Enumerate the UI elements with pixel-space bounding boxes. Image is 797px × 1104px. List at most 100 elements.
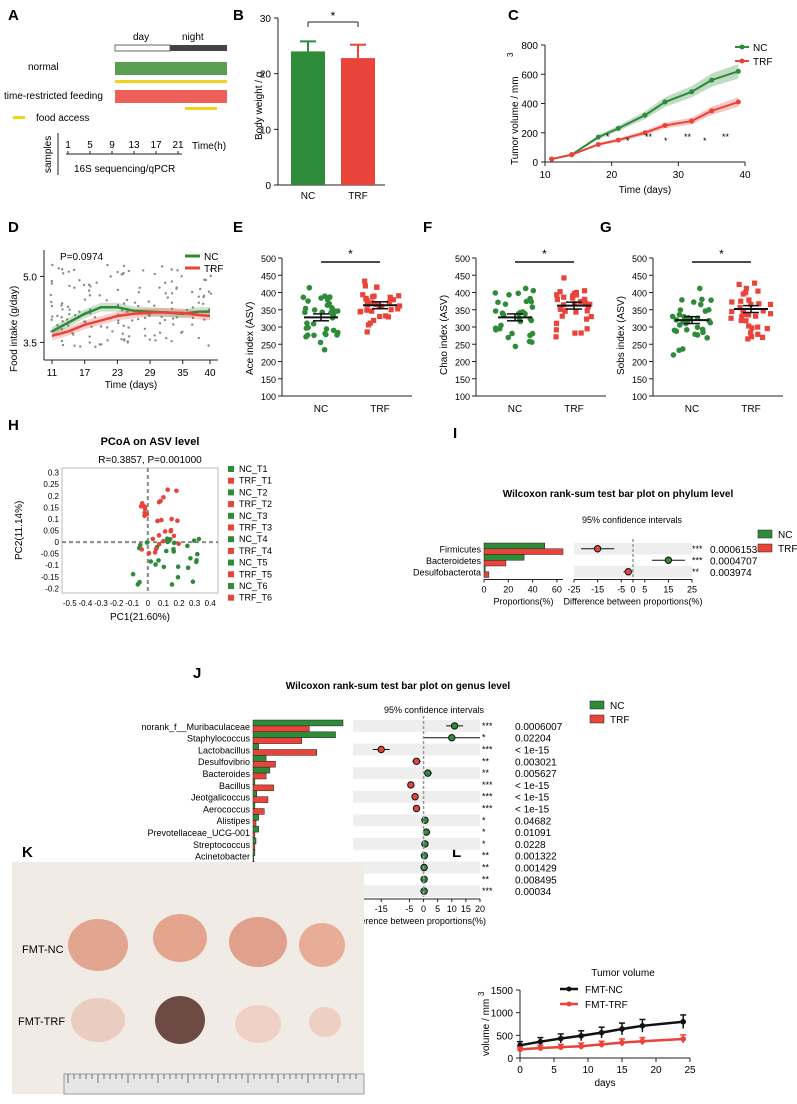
y-axis-label-exponent: 3: [506, 52, 515, 57]
legend-label-nc: NC: [204, 252, 218, 263]
raw-data-point: [67, 270, 71, 273]
sample-point-trf: [369, 308, 375, 314]
legend-swatch-trf: [757, 543, 773, 553]
sample-point-nc: [708, 297, 714, 303]
data-point-nc: [735, 68, 741, 74]
y-tick-label: 250: [455, 340, 470, 350]
raw-data-point: [125, 298, 129, 302]
raw-data-point: [127, 335, 131, 338]
bar-nc: [252, 849, 256, 856]
sample-point-trf: [729, 299, 735, 305]
panel-a-samples-label: samples: [43, 136, 54, 173]
raw-data-point: [175, 287, 178, 291]
sample-point-trf: [162, 529, 168, 534]
data-point-fmt-nc: [598, 1029, 605, 1036]
data-point-fmt-trf: [537, 1045, 544, 1051]
legend-label-nc_t1: NC_T1: [239, 464, 268, 474]
row-shade: [353, 838, 480, 850]
significance-stars: ***: [482, 780, 493, 790]
bar-nc: [483, 554, 525, 561]
raw-data-point: [94, 345, 97, 348]
y-tick-label: -0.1: [45, 561, 59, 570]
data-point-fmt-nc: [558, 1035, 564, 1042]
sample-point-nc: [323, 331, 329, 338]
y-tick-label: 0: [265, 181, 271, 192]
raw-data-point: [170, 301, 174, 304]
data-point-fmt-trf: [558, 1044, 564, 1050]
y-tick-label: 5.0: [23, 272, 37, 283]
sample-point-nc: [529, 330, 536, 337]
taxon-label: Jeotgalicoccus: [191, 793, 251, 803]
y-tick-label: 400: [521, 100, 538, 111]
raw-data-point: [148, 314, 151, 318]
significance-stars: ***: [692, 555, 703, 565]
x-tick-label: 25: [684, 1065, 696, 1076]
legend-marker-trf_t3: [228, 524, 234, 531]
difference-marker: [407, 781, 415, 789]
bar-nc: [252, 825, 259, 833]
sample-point-nc: [190, 579, 196, 585]
raw-data-point: [120, 338, 123, 341]
y-tick-label: 300: [632, 323, 647, 333]
legend-swatch-nc: [757, 529, 773, 539]
y-tick-label: 350: [261, 306, 276, 316]
time-tick-label: 5: [87, 140, 93, 151]
difference-marker: [664, 556, 673, 564]
sample-point-trf: [168, 527, 174, 533]
raw-data-point: [202, 295, 205, 299]
bar-nc: [252, 755, 267, 762]
significance-stars: ***: [482, 792, 493, 802]
difference-marker: [450, 722, 459, 730]
time-tick-label: 13: [128, 140, 140, 151]
sample-point-trf: [756, 301, 762, 307]
raw-data-point: [68, 308, 71, 311]
sample-point-trf: [747, 330, 754, 336]
row-shade: [353, 767, 480, 779]
raw-data-point: [49, 293, 52, 297]
sample-point-trf: [767, 301, 774, 308]
taxon-label: Firmicutes: [439, 545, 481, 555]
legend-marker-nc_t5: [228, 559, 234, 566]
panel-label-f: F: [423, 219, 432, 236]
sample-point-nc: [175, 574, 181, 580]
sample-point-nc: [300, 294, 307, 301]
sample-point-nc: [707, 319, 714, 326]
sample-point-trf: [171, 533, 177, 539]
difference-marker: [420, 852, 429, 860]
panel-label-j: J: [193, 665, 201, 682]
raw-data-point: [109, 275, 112, 278]
bar-trf: [483, 571, 490, 578]
p-value: 0.0006007: [515, 722, 563, 733]
raw-data-point: [73, 344, 76, 347]
difference-marker: [412, 804, 421, 813]
sample-point-nc: [148, 559, 154, 564]
data-point-nc: [662, 99, 668, 105]
sample-point-nc: [191, 538, 197, 543]
significance-stars: *: [482, 733, 486, 743]
bar-trf: [483, 548, 564, 555]
difference-marker: [412, 757, 421, 765]
d-tick-label: -15: [375, 904, 388, 914]
sample-point-nc: [697, 301, 704, 308]
data-point-fmt-trf: [578, 1043, 584, 1050]
x-tick-label: 29: [145, 368, 157, 379]
x-tick-label: TRF: [564, 404, 583, 415]
data-point-trf: [662, 122, 668, 128]
y-tick-label: 500: [496, 1031, 513, 1042]
x-tick-label: NC: [685, 404, 699, 415]
legend-marker-fmt-nc: [566, 986, 572, 992]
sample-point-trf: [743, 285, 749, 292]
raw-data-point: [90, 325, 93, 328]
raw-data-point: [98, 343, 101, 346]
data-point-trf: [549, 156, 555, 162]
bar-trf: [341, 58, 375, 185]
sample-point-trf: [578, 330, 584, 336]
raw-data-point: [160, 265, 164, 268]
legend-label-fmt-nc: FMT-NC: [585, 985, 623, 996]
sample-point-trf: [396, 293, 402, 299]
sample-point-nc: [303, 325, 310, 331]
sample-point-nc: [694, 324, 701, 331]
chart-title: PCoA on ASV level: [101, 436, 200, 448]
d-tick-label: 10: [447, 904, 457, 914]
raw-data-point: [137, 304, 140, 308]
